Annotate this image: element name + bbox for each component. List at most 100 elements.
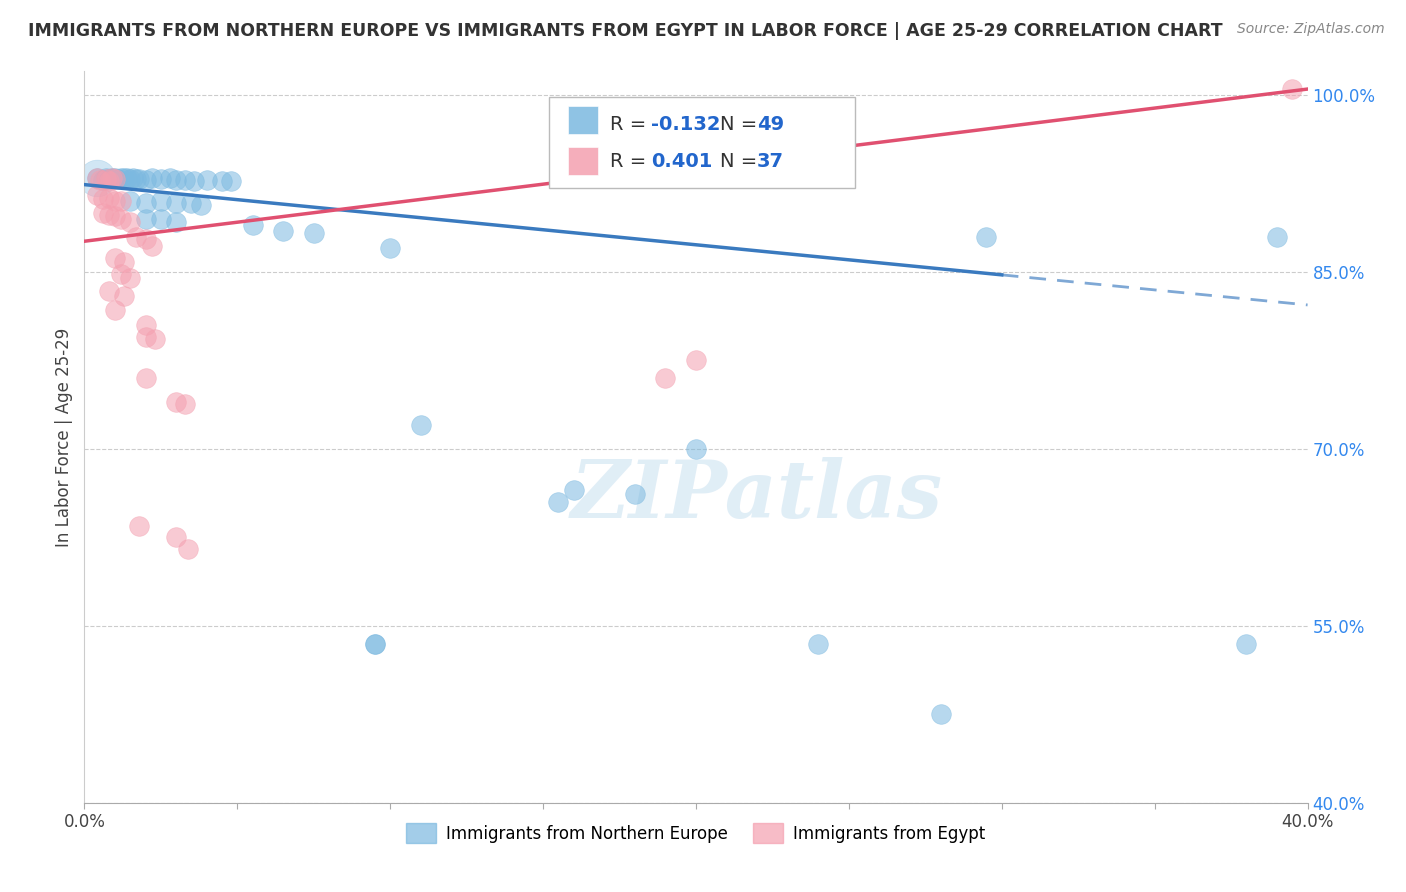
Point <box>97 284 120 298</box>
Point <box>110 194 132 208</box>
Point <box>180 196 202 211</box>
Point <box>97 174 120 188</box>
Point <box>112 170 135 185</box>
Point <box>86 170 108 185</box>
Point <box>685 442 707 456</box>
Point <box>271 224 294 238</box>
Point <box>183 174 205 188</box>
Point <box>104 210 127 224</box>
Point <box>135 371 157 385</box>
Point <box>110 170 132 185</box>
Point <box>128 171 150 186</box>
Point <box>685 353 707 368</box>
Point <box>143 332 166 346</box>
Point <box>807 636 830 650</box>
Point <box>409 418 432 433</box>
Point <box>104 194 127 208</box>
Point <box>104 251 127 265</box>
Point <box>101 170 124 185</box>
Point <box>165 196 187 211</box>
Point <box>364 636 387 650</box>
Point <box>91 173 114 187</box>
Point <box>562 483 585 498</box>
Point <box>97 208 120 222</box>
Point <box>97 171 120 186</box>
Point <box>120 215 142 229</box>
Point <box>141 239 163 253</box>
Point <box>929 707 952 722</box>
Point <box>1265 229 1288 244</box>
Text: ZIPatlas: ZIPatlas <box>571 457 943 534</box>
Point <box>120 270 142 285</box>
Text: N =: N = <box>720 115 763 134</box>
Point <box>149 194 172 208</box>
Point <box>120 194 142 208</box>
Point <box>1281 82 1303 96</box>
Point <box>174 397 197 411</box>
Text: 49: 49 <box>758 115 785 134</box>
Point <box>104 171 127 186</box>
Point <box>1236 636 1258 650</box>
Point <box>165 394 187 409</box>
Point <box>149 171 172 186</box>
Text: -0.132: -0.132 <box>651 115 720 134</box>
Point <box>135 211 157 226</box>
Point <box>122 170 145 185</box>
Point <box>380 241 402 255</box>
Point <box>110 211 132 226</box>
Point <box>112 255 135 269</box>
Bar <box>568 106 598 135</box>
Point <box>135 232 157 246</box>
Point <box>174 173 197 187</box>
Point <box>242 218 264 232</box>
Point <box>135 318 157 332</box>
Point <box>125 171 148 186</box>
Point <box>190 197 212 211</box>
Text: 37: 37 <box>758 152 785 170</box>
Point <box>165 173 187 187</box>
Point <box>654 371 676 385</box>
Point <box>149 211 172 226</box>
Text: R =: R = <box>610 115 652 134</box>
Point <box>115 170 138 185</box>
Point <box>165 530 187 544</box>
Point <box>97 191 120 205</box>
Point <box>135 330 157 344</box>
Text: Source: ZipAtlas.com: Source: ZipAtlas.com <box>1237 22 1385 37</box>
Point <box>211 174 233 188</box>
Point <box>104 170 127 185</box>
Point <box>165 215 187 229</box>
Text: N =: N = <box>720 152 763 170</box>
FancyBboxPatch shape <box>550 97 855 188</box>
Text: IMMIGRANTS FROM NORTHERN EUROPE VS IMMIGRANTS FROM EGYPT IN LABOR FORCE | AGE 25: IMMIGRANTS FROM NORTHERN EUROPE VS IMMIG… <box>28 22 1223 40</box>
Point <box>86 170 108 185</box>
Point <box>141 170 163 185</box>
Point <box>110 267 132 281</box>
Point <box>101 170 124 185</box>
Point <box>624 486 647 500</box>
Point <box>159 170 181 185</box>
Point <box>112 288 135 302</box>
Text: 0.401: 0.401 <box>651 152 711 170</box>
Point <box>219 174 242 188</box>
Point <box>104 302 127 317</box>
Point <box>91 206 114 220</box>
Point <box>86 170 108 185</box>
Point <box>195 173 218 187</box>
Legend: Immigrants from Northern Europe, Immigrants from Egypt: Immigrants from Northern Europe, Immigra… <box>399 817 993 849</box>
Point <box>135 173 157 187</box>
Point <box>364 636 387 650</box>
Point <box>135 196 157 211</box>
Point <box>125 229 148 244</box>
Text: R =: R = <box>610 152 652 170</box>
Y-axis label: In Labor Force | Age 25-29: In Labor Force | Age 25-29 <box>55 327 73 547</box>
Point <box>128 518 150 533</box>
Point <box>94 170 117 185</box>
Point <box>302 226 325 240</box>
Point <box>91 192 114 206</box>
Point <box>120 171 142 186</box>
Point <box>94 171 117 186</box>
Point <box>177 542 200 557</box>
Point <box>976 229 998 244</box>
Point <box>107 171 129 186</box>
